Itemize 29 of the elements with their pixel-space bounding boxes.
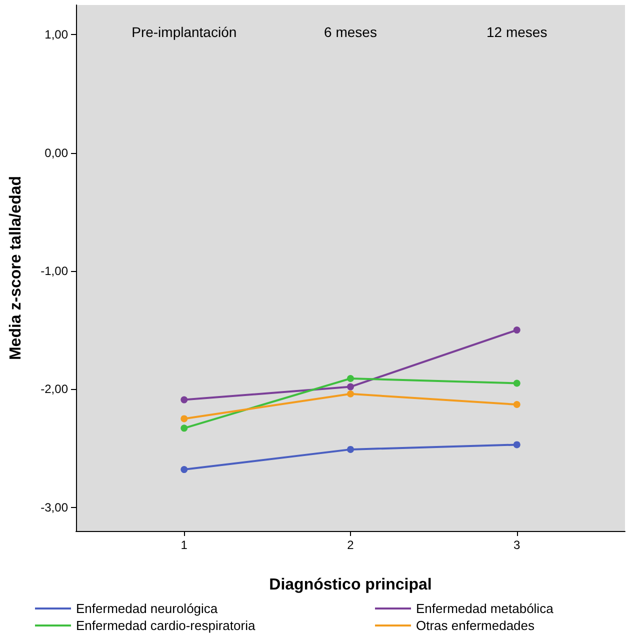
point [513, 380, 520, 387]
x-axis-title: Diagnóstico principal [269, 576, 432, 594]
y-tick-label: 1,00 [44, 28, 68, 42]
point [180, 424, 188, 432]
point [180, 396, 188, 404]
point [347, 446, 354, 453]
point [180, 466, 188, 474]
point [513, 326, 520, 334]
point [180, 415, 188, 422]
y-tick-label: -3,00 [40, 500, 68, 514]
x-tick-label: 3 [514, 538, 521, 552]
legend-label: Enfermedad cardio-respiratoria [76, 618, 256, 633]
point [347, 383, 354, 390]
annotation: Pre-implantación [132, 24, 237, 40]
legend-label: Otras enfermedades [416, 618, 536, 633]
point [513, 401, 520, 408]
annotation: 6 meses [324, 24, 377, 40]
point [513, 441, 520, 448]
annotation: 12 meses [486, 24, 548, 40]
legend-label: Enfermedad neurológica [76, 601, 218, 616]
x-tick-label: 1 [180, 538, 188, 552]
point [347, 375, 354, 382]
y-axis-title: Media z-score talla/edad [8, 176, 24, 360]
y-tick-label: -2,00 [40, 382, 68, 396]
x-tick-label: 2 [347, 538, 354, 552]
legend-label: Enfermedad metabólica [416, 601, 554, 616]
point [347, 390, 354, 398]
y-tick-label: 0,00 [44, 146, 68, 160]
y-tick-label: -1,00 [40, 264, 68, 278]
